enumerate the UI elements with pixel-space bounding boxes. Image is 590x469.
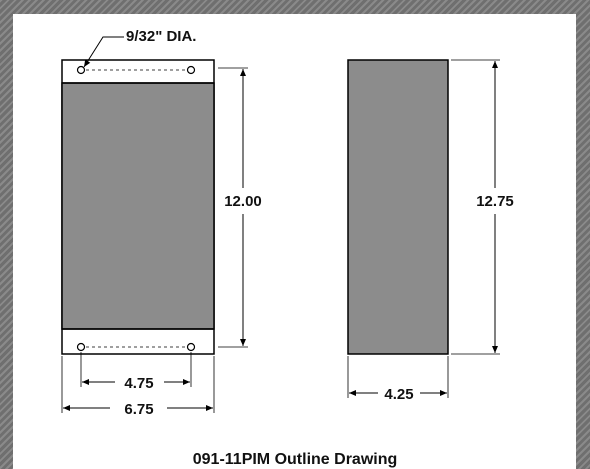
mounting-hole-bottom-left — [76, 342, 86, 352]
drawing-caption: 091-11PIM Outline Drawing — [193, 451, 398, 468]
side-height-label: 12.75 — [476, 193, 514, 210]
mounting-hole-top-right — [186, 65, 196, 75]
hole-callout-leader — [83, 36, 124, 68]
hole-spacing-label: 4.75 — [124, 375, 153, 392]
mounting-hole-top-left — [76, 65, 86, 75]
side-width-label: 4.25 — [384, 386, 413, 403]
front-panel-fill — [61, 82, 215, 330]
front-width-label: 6.75 — [124, 401, 153, 418]
front-view: 9/32" DIA. 12.00 4.75 6.75 — [61, 28, 262, 418]
mounting-hole-bottom-right — [186, 342, 196, 352]
hole-callout-label: 9/32" DIA. — [126, 28, 196, 45]
side-view: 12.75 4.25 — [347, 59, 514, 403]
side-body — [347, 59, 449, 355]
front-height-label: 12.00 — [224, 193, 262, 210]
